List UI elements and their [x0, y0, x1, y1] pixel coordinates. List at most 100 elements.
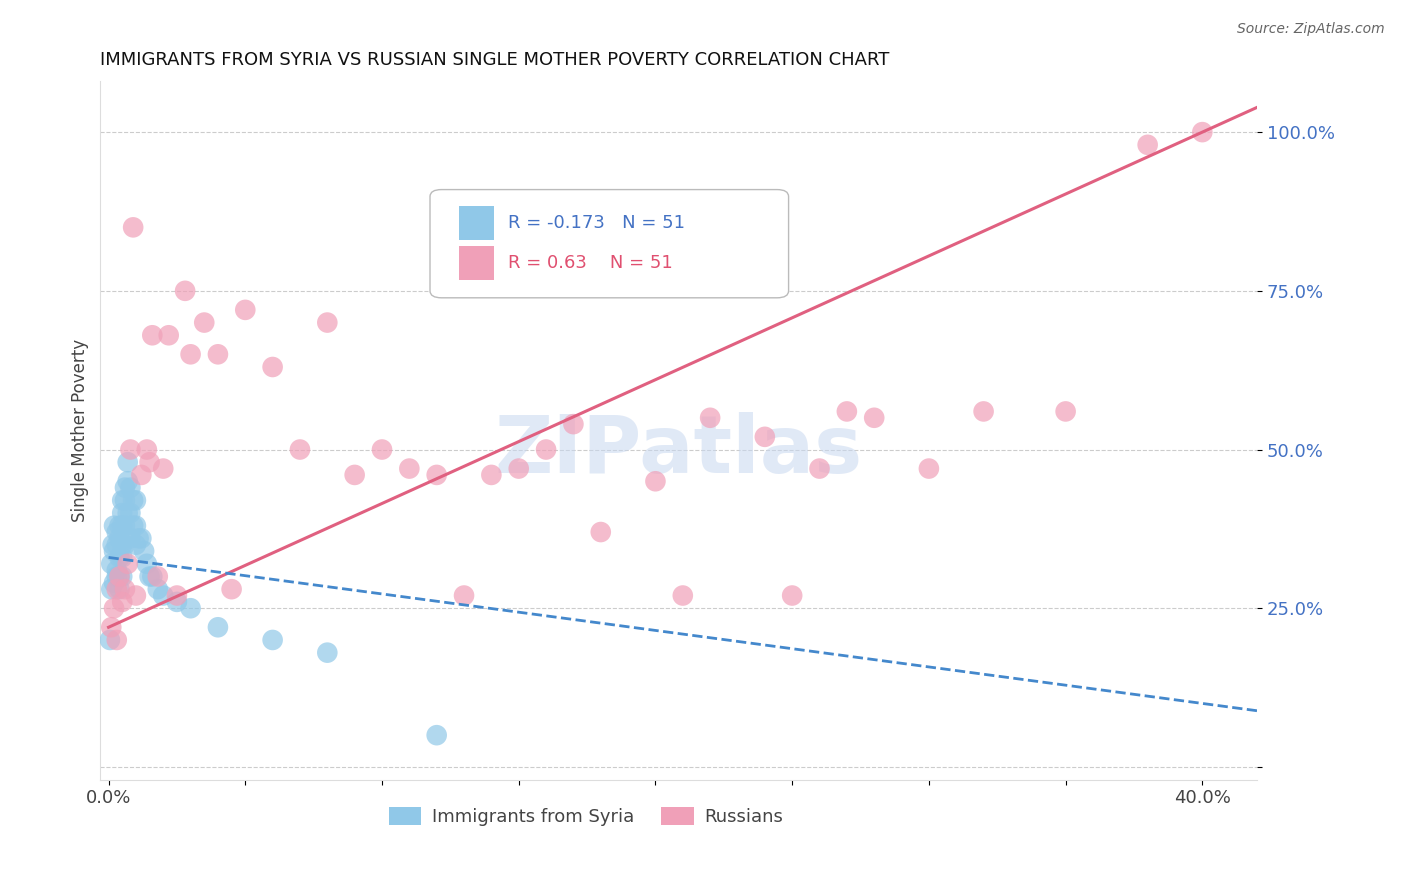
Point: [918, 461, 941, 475]
Point: [128, 532, 150, 546]
Point: [316, 646, 339, 660]
Point: [105, 569, 128, 583]
Point: [138, 455, 160, 469]
Point: [131, 532, 153, 546]
Point: [835, 404, 858, 418]
Point: [152, 461, 174, 475]
Point: [131, 467, 153, 482]
Point: [1054, 404, 1077, 418]
Point: [103, 544, 125, 558]
Text: R = 0.63    N = 51: R = 0.63 N = 51: [508, 254, 672, 272]
Point: [534, 442, 557, 457]
Point: [105, 524, 128, 539]
Point: [146, 569, 169, 583]
Point: [111, 518, 134, 533]
Point: [135, 557, 157, 571]
Point: [754, 430, 776, 444]
Point: [1191, 125, 1213, 139]
Point: [207, 347, 229, 361]
Point: [508, 461, 530, 475]
Point: [105, 563, 128, 577]
Point: [262, 359, 284, 374]
Point: [122, 493, 145, 508]
Point: [1136, 137, 1159, 152]
Point: [117, 557, 139, 571]
Point: [808, 461, 831, 475]
Point: [316, 316, 339, 330]
Point: [125, 493, 148, 508]
Text: IMMIGRANTS FROM SYRIA VS RUSSIAN SINGLE MOTHER POVERTY CORRELATION CHART: IMMIGRANTS FROM SYRIA VS RUSSIAN SINGLE …: [100, 51, 890, 69]
Point: [105, 538, 128, 552]
Point: [111, 538, 134, 552]
Point: [132, 544, 155, 558]
Point: [114, 582, 136, 597]
Point: [111, 595, 134, 609]
Text: R = -0.173   N = 51: R = -0.173 N = 51: [508, 214, 685, 232]
Point: [288, 442, 311, 457]
Point: [122, 220, 145, 235]
Point: [117, 455, 139, 469]
Point: [114, 493, 136, 508]
Point: [108, 518, 131, 533]
Text: ZIPatlas: ZIPatlas: [495, 412, 863, 491]
Point: [426, 467, 449, 482]
Point: [180, 347, 202, 361]
Point: [644, 475, 666, 489]
Point: [114, 481, 136, 495]
Point: [166, 595, 188, 609]
Point: [672, 589, 695, 603]
Point: [111, 569, 134, 583]
Point: [120, 442, 142, 457]
Point: [146, 582, 169, 597]
Point: [426, 728, 449, 742]
Point: [233, 302, 256, 317]
Point: [973, 404, 995, 418]
Point: [562, 417, 585, 431]
Point: [108, 532, 131, 546]
Point: [114, 538, 136, 552]
Point: [141, 569, 163, 583]
Point: [174, 284, 197, 298]
Point: [207, 620, 229, 634]
Point: [111, 550, 134, 565]
Point: [100, 620, 122, 634]
Point: [105, 632, 128, 647]
Point: [111, 506, 134, 520]
Point: [103, 601, 125, 615]
Point: [138, 569, 160, 583]
Point: [108, 582, 131, 597]
Y-axis label: Single Mother Poverty: Single Mother Poverty: [72, 339, 89, 522]
Point: [453, 589, 475, 603]
Point: [108, 569, 131, 583]
FancyBboxPatch shape: [430, 190, 789, 298]
Point: [105, 582, 128, 597]
Point: [699, 410, 721, 425]
Point: [125, 589, 148, 603]
Point: [343, 467, 366, 482]
Point: [135, 442, 157, 457]
Point: [100, 557, 122, 571]
Point: [398, 461, 420, 475]
Point: [780, 589, 803, 603]
Point: [863, 410, 886, 425]
Point: [114, 518, 136, 533]
Point: [111, 493, 134, 508]
Point: [157, 328, 180, 343]
FancyBboxPatch shape: [458, 206, 494, 240]
Point: [141, 328, 163, 343]
Point: [103, 575, 125, 590]
Legend: Immigrants from Syria, Russians: Immigrants from Syria, Russians: [381, 799, 790, 833]
Point: [100, 582, 122, 597]
Point: [120, 532, 142, 546]
Point: [371, 442, 394, 457]
Point: [589, 524, 612, 539]
Point: [108, 569, 131, 583]
Point: [180, 601, 202, 615]
Point: [262, 632, 284, 647]
Point: [221, 582, 243, 597]
Text: Source: ZipAtlas.com: Source: ZipAtlas.com: [1237, 22, 1385, 37]
Point: [98, 632, 121, 647]
Point: [193, 316, 215, 330]
Point: [103, 518, 125, 533]
Point: [120, 481, 142, 495]
